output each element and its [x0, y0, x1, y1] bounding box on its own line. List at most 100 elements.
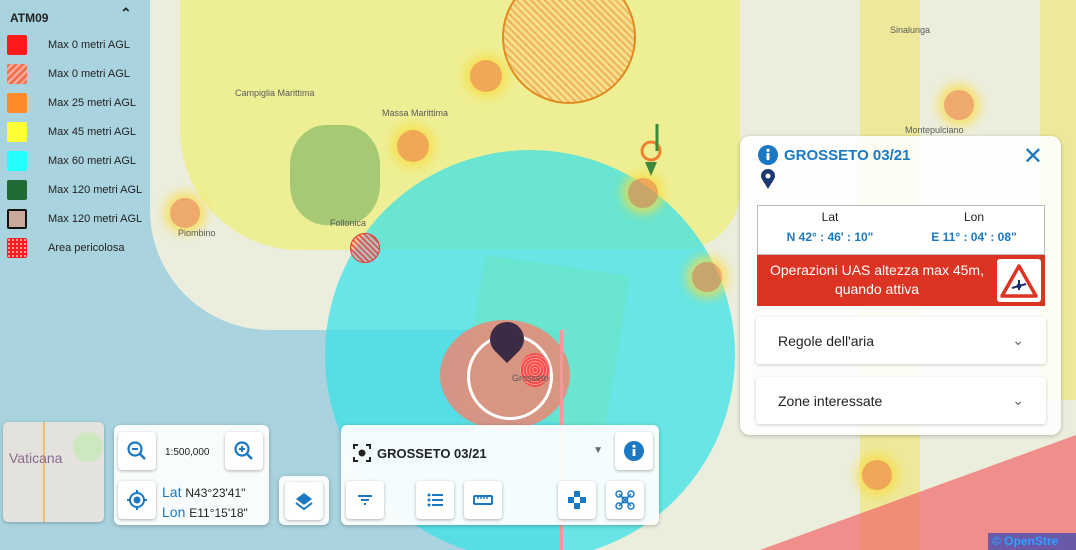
layers-icon	[295, 493, 313, 511]
legend-panel: ATM09 ⌃ Max 0 metri AGL Max 0 metri AGL …	[0, 0, 155, 267]
zone-selector[interactable]: GROSSETO 03/21 ▼	[353, 441, 603, 465]
list-icon	[427, 493, 443, 507]
map-label: Sinalunga	[890, 25, 931, 35]
legend-item: Max 60 metri AGL	[7, 150, 136, 172]
dropdown-arrow-icon: ▼	[593, 445, 603, 456]
tool-panel: GROSSETO 03/21 ▼	[341, 425, 659, 525]
map-label: Grosseto	[512, 373, 549, 383]
legend-label: Max 25 metri AGL	[48, 97, 137, 109]
locate-me-button[interactable]	[118, 481, 156, 519]
layers-panel	[279, 476, 329, 525]
legend-swatch	[7, 93, 27, 113]
legend-label: Max 0 metri AGL	[48, 68, 130, 80]
legend-label: Max 120 metri AGL	[48, 213, 143, 225]
zone-25m	[470, 60, 502, 92]
lat-label: Lat	[162, 484, 182, 500]
map-label: Campiglia Marittima	[235, 88, 315, 98]
map-label: Piombino	[178, 228, 216, 238]
zone-0m-hatched	[502, 0, 636, 104]
cursor-coordinates: Lat N43°23'41" Lon E11°15'18"	[162, 483, 248, 523]
accordion-label: Zone interessate	[778, 392, 883, 409]
info-icon	[758, 145, 778, 165]
map-scale: 1:500,000	[165, 447, 210, 458]
lat-value: N 42° : 46' : 10"	[786, 230, 874, 244]
controller-button[interactable]	[558, 481, 596, 519]
accordion-zone[interactable]: Zone interessate ⌄	[756, 377, 1046, 424]
filter-button[interactable]	[346, 481, 384, 519]
legend-label: Area pericolosa	[48, 242, 125, 254]
filter-icon	[358, 495, 372, 505]
restriction-warning: Operazioni UAS altezza max 45m, quando a…	[757, 255, 1045, 306]
close-icon[interactable]: ✕	[1022, 143, 1043, 170]
info-icon	[624, 441, 644, 461]
zone-25m	[862, 460, 892, 490]
zone-120m	[290, 125, 380, 225]
lat-label: Lat	[821, 210, 839, 224]
legend-title: ATM09	[10, 11, 49, 25]
legend-item: Max 120 metri AGL	[7, 208, 142, 230]
legend-item: Max 0 metri AGL	[7, 63, 130, 85]
drone-icon	[615, 490, 635, 510]
legend-swatch	[7, 64, 27, 84]
attribution[interactable]: © OpenStre	[988, 533, 1076, 550]
zoom-panel: 1:500,000 Lat N43°23'41" Lon E11°15'18"	[114, 425, 269, 525]
legend-label: Max 0 metri AGL	[48, 39, 130, 51]
selected-zone: GROSSETO 03/21	[377, 445, 487, 461]
zoom-out-icon	[127, 441, 146, 460]
legend-swatch	[7, 122, 27, 142]
lon-label: Lon	[162, 504, 186, 520]
focus-icon	[353, 444, 371, 462]
zone-25m	[692, 262, 722, 292]
zone-info-panel: GROSSETO 03/21 ✕ Lat N 42° : 46' : 10" Lo…	[740, 136, 1061, 435]
legend-swatch	[7, 238, 27, 258]
list-button[interactable]	[416, 481, 454, 519]
info-button[interactable]	[615, 432, 653, 470]
legend-label: Max 120 metri AGL	[48, 184, 143, 196]
zone-danger	[520, 353, 550, 387]
drone-button[interactable]	[606, 481, 644, 519]
drone-marker-pin[interactable]	[640, 124, 662, 176]
legend-swatch	[7, 180, 27, 200]
zone-25m	[170, 198, 200, 228]
zoom-in-button[interactable]	[225, 432, 263, 470]
chevron-down-icon: ⌄	[1012, 392, 1024, 408]
lon-value: E 11° : 04' : 08"	[931, 230, 1017, 244]
warning-text: Operazioni UAS altezza max 45m, quando a…	[770, 262, 984, 297]
measure-button[interactable]	[464, 481, 502, 519]
zone-0m-hatched	[350, 233, 380, 263]
zone-25m	[628, 178, 658, 208]
legend-item: Max 25 metri AGL	[7, 92, 136, 114]
zone-title: GROSSETO 03/21	[784, 146, 911, 164]
drone-warning-icon	[997, 259, 1041, 302]
coordinates-box: Lat N 42° : 46' : 10" Lon E 11° : 04' : 08…	[757, 205, 1045, 255]
map-label: Vaticana	[9, 450, 63, 466]
legend-item: Max 0 metri AGL	[7, 34, 130, 56]
legend-swatch	[7, 209, 27, 229]
legend-label: Max 60 metri AGL	[48, 155, 137, 167]
layers-button[interactable]	[285, 482, 323, 520]
ruler-icon	[473, 495, 493, 505]
zoom-in-icon	[234, 441, 253, 460]
legend-swatch	[7, 35, 27, 55]
map-label: Montepulciano	[905, 125, 964, 135]
lon-label: Lon	[963, 210, 985, 224]
location-pin-icon[interactable]	[761, 169, 775, 189]
accordion-regole[interactable]: Regole dell'aria ⌄	[756, 317, 1046, 364]
legend-item: Area pericolosa	[7, 237, 124, 259]
legend-label: Max 45 metri AGL	[48, 126, 137, 138]
zone-25m	[944, 90, 974, 120]
legend-swatch	[7, 151, 27, 171]
map-label: Massa Marittima	[382, 108, 449, 118]
crosshair-icon	[127, 490, 147, 510]
lat-value: N43°23'41"	[185, 486, 246, 500]
legend-item: Max 120 metri AGL	[7, 179, 142, 201]
chevron-up-icon[interactable]: ⌃	[120, 5, 132, 21]
map-label: Follonica	[330, 218, 367, 228]
zone-25m	[397, 130, 429, 162]
gamepad-icon	[568, 491, 586, 509]
minimap[interactable]: Vaticana	[3, 422, 104, 522]
accordion-label: Regole dell'aria	[778, 332, 875, 349]
legend-item: Max 45 metri AGL	[7, 121, 136, 143]
zoom-out-button[interactable]	[118, 432, 156, 470]
lon-value: E11°15'18"	[189, 506, 248, 520]
